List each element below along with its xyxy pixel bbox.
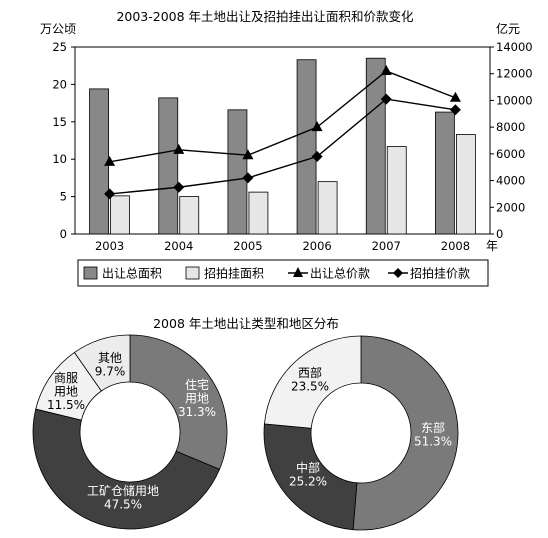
left-axis-unit: 万公顷 [40, 22, 76, 36]
point-出让总价款-2007 [380, 65, 392, 76]
bar-招拍挂面积-2005 [248, 191, 269, 235]
slice-住宅用地 [129, 334, 228, 470]
slice-东部 [352, 335, 459, 531]
bar-出让总面积-2003 [89, 88, 109, 235]
x-tick-label: 2006 [302, 239, 331, 253]
left-tick-label: 0 [60, 227, 67, 241]
point-招拍挂价款-2006 [311, 151, 323, 163]
plot-frame [74, 46, 491, 235]
left-tick-label: 10 [52, 152, 67, 166]
right-tick-label: 8000 [496, 120, 525, 134]
point-招拍挂价款-2008 [449, 104, 461, 116]
right-tick-label: 10000 [496, 93, 533, 107]
bar-chart-plot: 0 5 10 15 20 25 0 2000 4000 6000 8000 10000 12000 140… [52, 40, 532, 253]
left-tick-label: 15 [52, 115, 67, 129]
legend-label-招拍挂价款: 招拍挂价款 [410, 266, 470, 281]
point-招拍挂价款-2005 [242, 172, 254, 184]
bar-招拍挂面积-2007 [386, 146, 407, 235]
bar-招拍挂面积-2004 [179, 196, 200, 235]
right-tick-label: 4000 [496, 174, 525, 188]
donut-land-type: 住宅用地 31.3% 工矿仓储用地 47.5% 商服用地 11.5% 其他 9.7% [32, 334, 228, 530]
x-tick-label: 2007 [372, 239, 401, 253]
point-招拍挂价款-2004 [173, 181, 185, 193]
x-tick-label: 2003 [95, 239, 124, 253]
bar-招拍挂面积-2006 [317, 181, 338, 235]
right-tick-label: 2000 [496, 200, 525, 214]
point-出让总价款-2005 [242, 149, 254, 160]
x-tick-label: 2004 [164, 239, 193, 253]
bar-出让总面积-2006 [296, 59, 317, 235]
left-tick-label: 20 [52, 77, 67, 91]
point-出让总价款-2006 [311, 121, 323, 132]
left-tick-label: 5 [60, 190, 67, 204]
legend-box [77, 259, 489, 287]
line-出让总价款 [109, 70, 456, 163]
legend-label-出让总面积: 出让总面积 [102, 267, 162, 281]
point-出让总价款-2004 [173, 143, 185, 154]
legend-marker-出让总价款 [293, 267, 303, 277]
legend-swatch-招拍挂面积 [185, 266, 200, 280]
slice-label-商服用地: 商服用地 11.5% [47, 370, 85, 412]
point-出让总价款-2008 [449, 91, 461, 102]
legend-swatch-出让总面积 [83, 266, 98, 280]
slice-工矿仓储用地 [32, 408, 221, 530]
legend-label-出让总价款: 出让总价款 [310, 267, 370, 281]
slice-label-东部: 东部 51.3% [414, 420, 452, 449]
right-tick-label: 6000 [496, 147, 525, 161]
right-axis-unit: 亿元 [496, 21, 520, 36]
bar-chart-legend: 出让总面积 招拍挂面积 出让总价款 招拍挂价款 [77, 259, 489, 287]
bar-chart-title: 2003-2008 年土地出让及招拍挂出让面积和价款变化 [116, 9, 414, 24]
slice-西部 [263, 335, 362, 429]
bar-招拍挂面积-2008 [456, 134, 476, 235]
point-招拍挂价款-2003 [104, 188, 116, 200]
slice-label-其他: 其他 9.7% [95, 351, 126, 379]
x-tick-label: 2008 [441, 239, 470, 253]
bar-出让总面积-2007 [365, 57, 386, 235]
slice-label-西部: 西部 23.5% [291, 365, 329, 394]
slice-label-住宅用地: 住宅用地 31.3% [178, 377, 216, 419]
bar-招拍挂面积-2003 [110, 195, 130, 235]
bar-出让总面积-2005 [227, 109, 248, 235]
legend-label-招拍挂面积: 招拍挂面积 [204, 266, 264, 281]
right-tick-label: 0 [496, 227, 503, 241]
bar-出让总面积-2008 [435, 111, 455, 235]
slice-其他 [73, 334, 131, 392]
x-tick-label: 2005 [233, 239, 262, 253]
donut-chart-title: 2008 年土地出让类型和地区分布 [153, 316, 339, 331]
x-axis-unit: 年 [486, 239, 498, 253]
slice-label-工矿仓储用地: 工矿仓储用地 47.5% [87, 483, 159, 512]
donut-region: 东部 51.3% 中部 25.2% 西部 23.5% [263, 335, 459, 531]
line-招拍挂价款 [109, 98, 456, 195]
slice-中部 [263, 423, 358, 531]
bar-出让总面积-2004 [158, 97, 179, 235]
legend-marker-招拍挂价款 [393, 268, 403, 278]
point-出让总价款-2003 [104, 155, 116, 166]
right-tick-label: 12000 [496, 67, 533, 81]
right-tick-label: 14000 [496, 40, 533, 54]
slice-label-中部: 中部 25.2% [289, 460, 327, 489]
left-tick-label: 25 [52, 40, 67, 54]
point-招拍挂价款-2007 [380, 93, 392, 105]
